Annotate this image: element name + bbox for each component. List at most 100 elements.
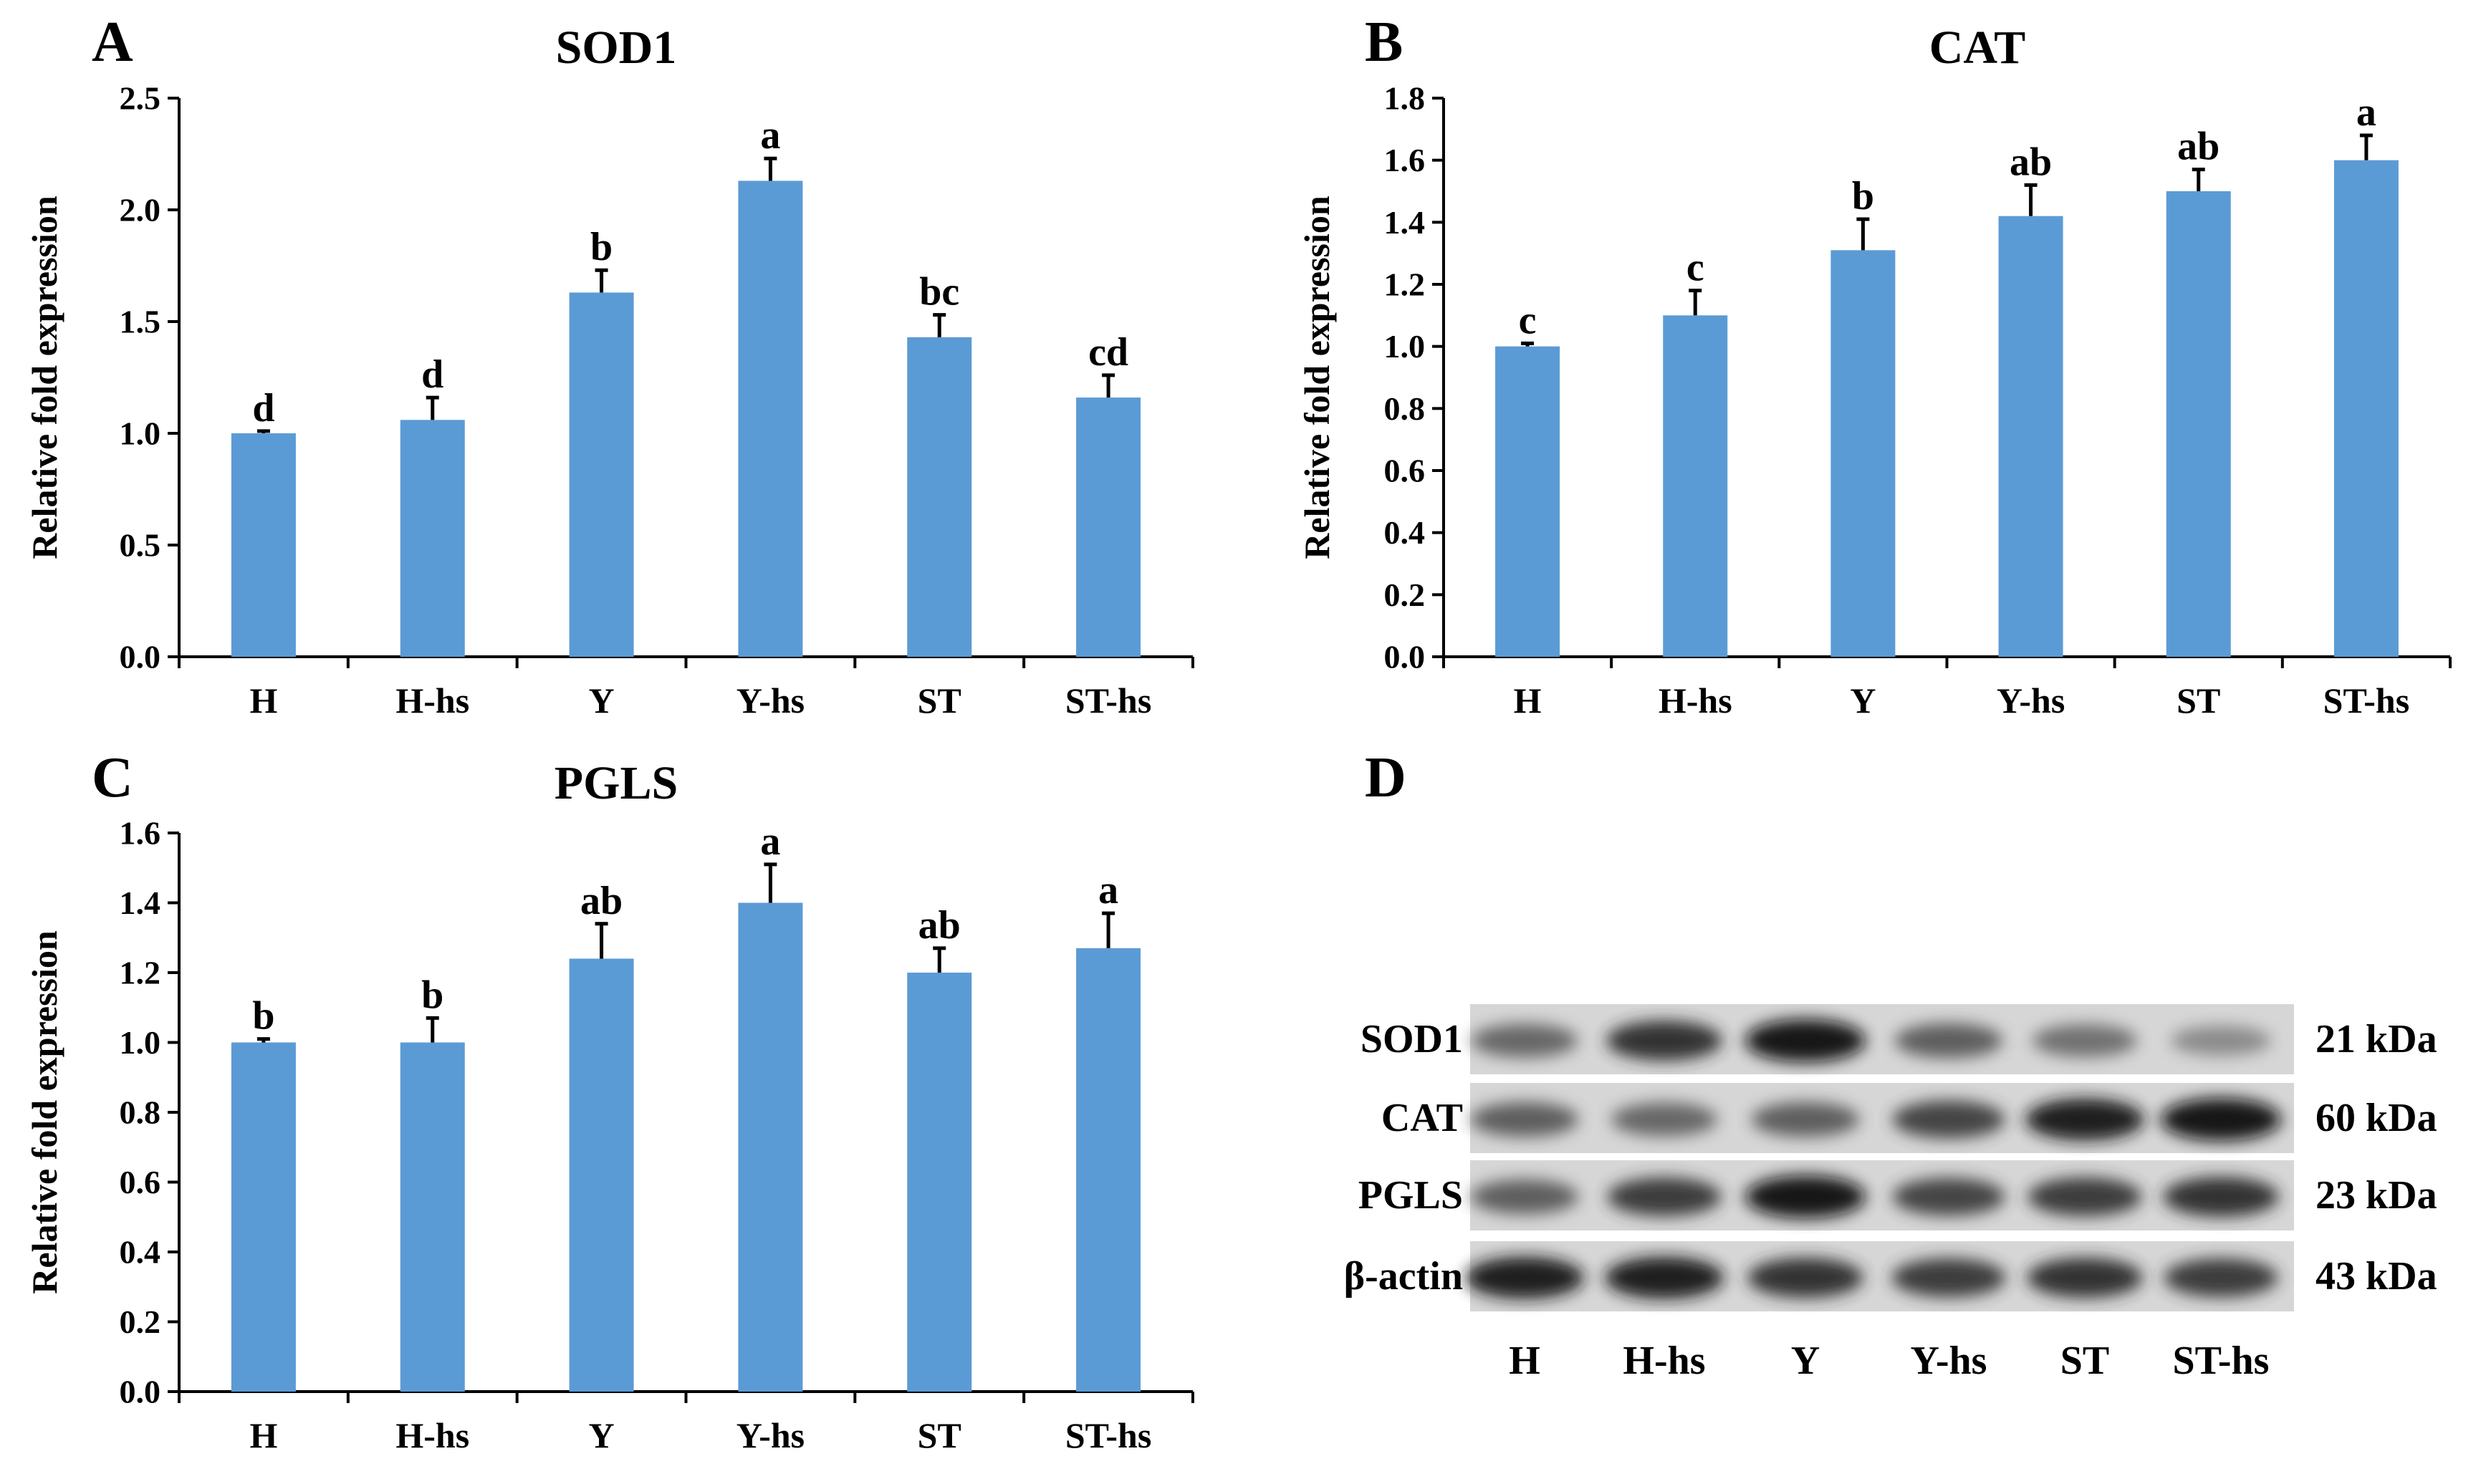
blot-band xyxy=(2171,1026,2271,1056)
significance-letter: ab xyxy=(2177,125,2219,169)
panel-letter: C xyxy=(92,746,133,809)
bar xyxy=(569,958,634,1392)
western-blot-panel: D SOD1 21 kDa CAT 60 kDa PGLS 23 kDa β-actin 43 … xyxy=(1344,746,2437,1383)
chart-title: CAT xyxy=(1929,21,2025,74)
blot-kda-label: 60 kDa xyxy=(2315,1096,2437,1140)
y-tick-label: 1.2 xyxy=(120,955,161,991)
blot-lane-label: ST-hs xyxy=(2173,1339,2270,1383)
significance-letter: ab xyxy=(580,879,623,923)
bar xyxy=(400,1042,465,1392)
x-category-label: ST xyxy=(918,680,961,721)
blot-band xyxy=(1471,1023,1578,1058)
significance-letter: bc xyxy=(919,270,959,314)
blot-band xyxy=(1747,1258,1863,1298)
blot-band xyxy=(1745,1019,1866,1062)
bar xyxy=(907,973,972,1392)
significance-letter: b xyxy=(421,973,443,1017)
blot-band xyxy=(1892,1177,2005,1216)
x-category-label: Y xyxy=(589,680,615,721)
blot-strip-sod1 xyxy=(1470,1004,2294,1074)
blot-band xyxy=(1465,1256,1584,1299)
blot-protein-label: SOD1 xyxy=(1360,1017,1463,1061)
blot-band xyxy=(1894,1023,2003,1059)
significance-letter: b xyxy=(252,994,274,1039)
y-tick-label: 0.6 xyxy=(1384,453,1426,489)
y-tick-label: 0.4 xyxy=(1384,514,1426,551)
blot-band xyxy=(2033,1024,2137,1057)
panel-letter: D xyxy=(1365,746,1406,809)
blot-lane-label: Y-hs xyxy=(1911,1339,1987,1383)
y-tick-label: 1.2 xyxy=(1384,266,1426,303)
chart-title: PGLS xyxy=(555,757,678,809)
y-tick-label: 1.0 xyxy=(120,415,161,452)
bar xyxy=(1830,250,1896,657)
significance-letter: ab xyxy=(918,903,961,948)
blot-band xyxy=(1606,1021,1722,1061)
x-category-label: Y-hs xyxy=(736,680,805,721)
panel-letter: A xyxy=(92,11,133,74)
significance-letter: ab xyxy=(2010,140,2052,184)
bar xyxy=(1663,315,1728,657)
blot-band xyxy=(2025,1098,2144,1141)
x-category-label: ST-hs xyxy=(2323,680,2409,721)
y-tick-label: 2.0 xyxy=(120,192,161,228)
x-category-label: Y-hs xyxy=(1997,680,2065,721)
significance-letter: a xyxy=(2356,90,2376,135)
x-category-label: ST xyxy=(918,1415,961,1455)
y-axis-label: Relative fold expression xyxy=(1297,196,1337,559)
bar xyxy=(738,902,803,1392)
bar xyxy=(1495,346,1560,657)
blot-band xyxy=(1891,1258,2006,1298)
y-tick-label: 2.5 xyxy=(120,80,161,117)
x-category-label: H xyxy=(1514,680,1542,721)
bar xyxy=(1998,216,2063,657)
y-tick-label: 0.4 xyxy=(120,1234,161,1271)
blot-lane-label: Y xyxy=(1791,1339,1820,1383)
blot-kda-label: 43 kDa xyxy=(2315,1254,2437,1298)
y-tick-label: 0.8 xyxy=(120,1094,161,1131)
blot-band xyxy=(1745,1175,1866,1218)
y-axis-label: Relative fold expression xyxy=(24,930,64,1294)
significance-letter: d xyxy=(252,386,274,430)
blot-band xyxy=(1470,1102,1579,1137)
y-tick-label: 1.8 xyxy=(1384,80,1426,117)
blot-band xyxy=(1470,1179,1579,1215)
significance-letter: c xyxy=(1519,298,1537,342)
x-category-label: ST-hs xyxy=(1065,680,1151,721)
bar xyxy=(1076,398,1141,657)
blot-strip-actin xyxy=(1465,1241,2294,1311)
bar xyxy=(738,180,803,657)
bar xyxy=(1076,948,1141,1392)
bar xyxy=(907,337,972,657)
x-category-label: ST xyxy=(2177,680,2220,721)
blot-protein-label: CAT xyxy=(1381,1096,1463,1140)
blot-strip-pgls xyxy=(1470,1160,2294,1230)
blot-strip-background xyxy=(1470,1083,2294,1153)
y-axis-label: Relative fold expression xyxy=(24,196,64,559)
blot-band xyxy=(1607,1177,1722,1217)
significance-letter: a xyxy=(760,113,780,158)
x-category-label: H-hs xyxy=(395,680,469,721)
significance-letter: b xyxy=(1852,174,1874,218)
bar xyxy=(231,433,296,657)
blot-lane-label: ST xyxy=(2060,1339,2110,1383)
blot-band xyxy=(1751,1102,1860,1137)
x-category-label: Y-hs xyxy=(736,1415,805,1455)
significance-letter: c xyxy=(1686,246,1704,290)
blot-band xyxy=(1892,1100,2005,1139)
x-category-label: ST-hs xyxy=(1065,1415,1151,1455)
y-tick-label: 0.2 xyxy=(120,1304,161,1340)
blot-strip-background xyxy=(1470,1004,2294,1074)
blot-band xyxy=(2163,1177,2279,1217)
blot-band xyxy=(2027,1258,2143,1298)
bar xyxy=(569,292,634,657)
x-category-label: H-hs xyxy=(395,1415,469,1455)
significance-letter: b xyxy=(590,225,613,269)
significance-letter: a xyxy=(760,819,780,864)
bar xyxy=(2333,160,2399,657)
y-tick-label: 1.4 xyxy=(120,885,161,921)
x-category-label: Y xyxy=(1850,680,1876,721)
chart-panel-a: A SOD1 Relative fold expression 0.0 0.5 1.0 1.… xyxy=(24,11,1194,721)
y-tick-label: 0.0 xyxy=(1384,639,1426,675)
